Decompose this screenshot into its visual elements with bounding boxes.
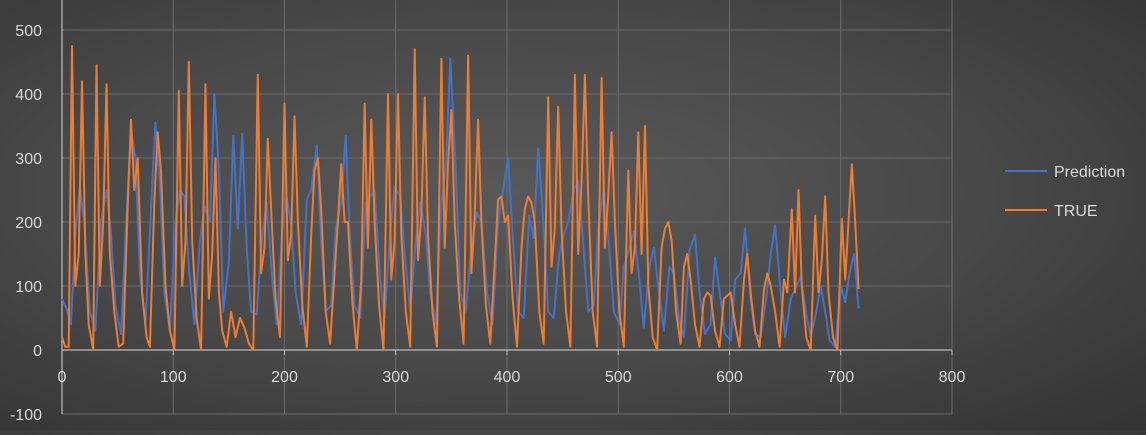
- x-tick-label: 500: [605, 369, 632, 386]
- y-tick-label: 200: [15, 215, 42, 232]
- y-tick-label: 0: [33, 343, 42, 360]
- x-tick-label: 0: [58, 369, 67, 386]
- legend-label-true: TRUE: [1054, 203, 1098, 220]
- x-tick-label: 300: [382, 369, 409, 386]
- y-tick-label: -100: [10, 407, 42, 424]
- y-tick-label: 300: [15, 151, 42, 168]
- x-tick-label: 700: [827, 369, 854, 386]
- x-tick-label: 400: [494, 369, 521, 386]
- y-tick-label: 100: [15, 279, 42, 296]
- x-tick-label: 800: [939, 369, 966, 386]
- y-tick-label: 500: [15, 23, 42, 40]
- series-line-prediction: [61, 57, 860, 348]
- legend-label-prediction: Prediction: [1054, 164, 1125, 181]
- series-line-true: [61, 45, 860, 351]
- x-tick-label: 600: [716, 369, 743, 386]
- x-tick-label: 200: [271, 369, 298, 386]
- y-tick-label: 400: [15, 87, 42, 104]
- x-tick-label: 100: [160, 369, 187, 386]
